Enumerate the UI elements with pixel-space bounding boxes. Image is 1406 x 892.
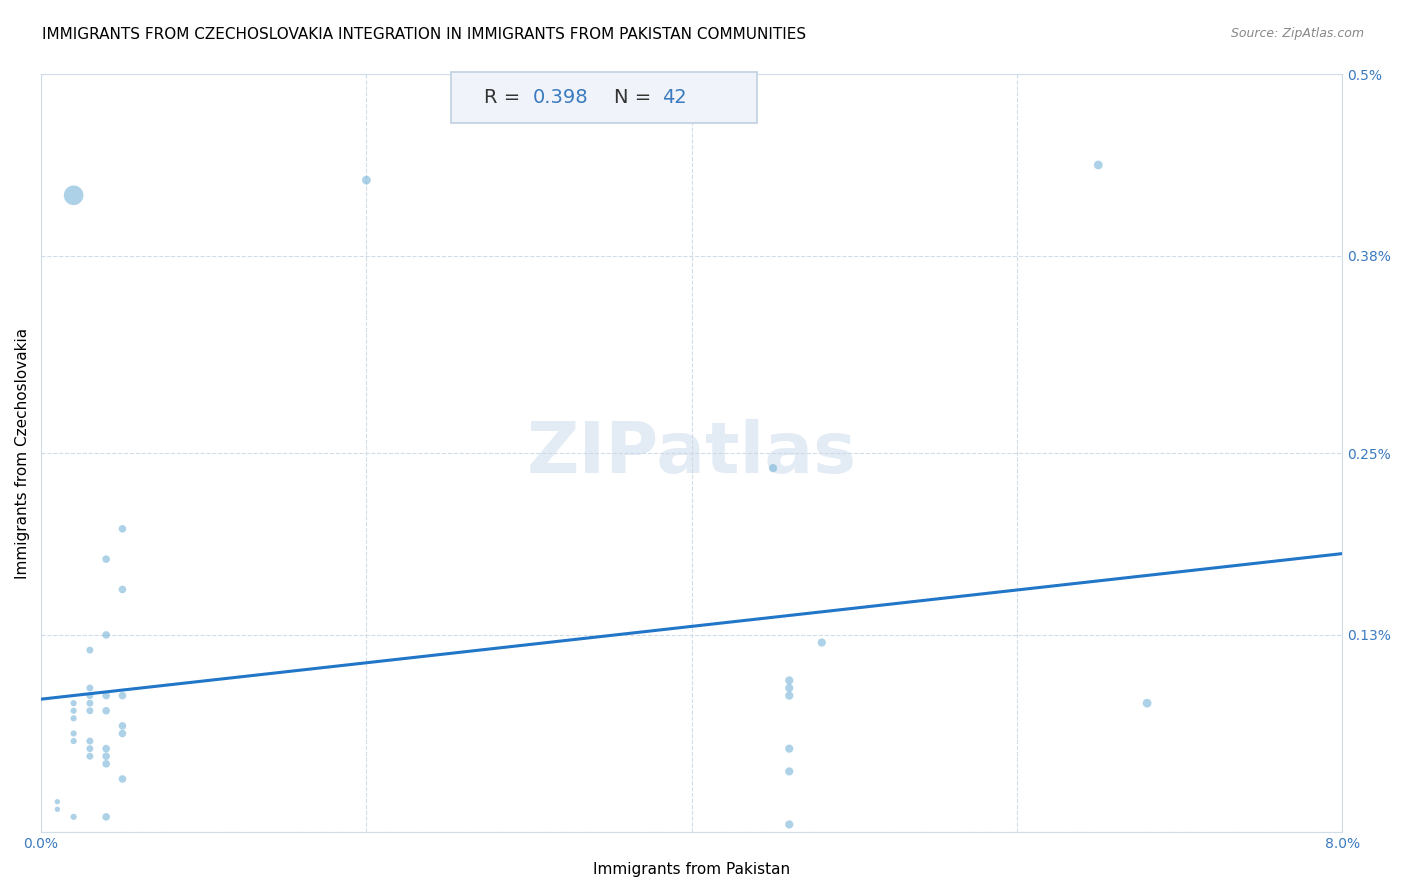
Point <box>1136 696 1159 710</box>
Y-axis label: Immigrants from Czechoslovakia: Immigrants from Czechoslovakia <box>15 327 30 579</box>
FancyBboxPatch shape <box>451 71 756 123</box>
Point <box>62 711 84 725</box>
Point <box>46 802 69 816</box>
Point <box>62 726 84 740</box>
Point <box>96 628 118 642</box>
Text: IMMIGRANTS FROM CZECHOSLOVAKIA INTEGRATION IN IMMIGRANTS FROM PAKISTAN COMMUNITI: IMMIGRANTS FROM CZECHOSLOVAKIA INTEGRATI… <box>42 27 806 42</box>
Text: 0.398: 0.398 <box>533 88 589 107</box>
Point <box>778 681 800 695</box>
Point <box>1087 158 1109 172</box>
Point <box>778 689 800 703</box>
Point <box>96 749 118 764</box>
Point <box>79 734 101 748</box>
Point <box>96 741 118 756</box>
Point <box>111 772 134 786</box>
Point <box>79 689 101 703</box>
Point <box>762 461 785 475</box>
Point <box>778 764 800 779</box>
Point <box>46 795 69 809</box>
Point <box>79 643 101 657</box>
Point <box>96 756 118 771</box>
X-axis label: Immigrants from Pakistan: Immigrants from Pakistan <box>593 862 790 877</box>
Point <box>62 810 84 824</box>
Point <box>62 734 84 748</box>
Point <box>62 704 84 718</box>
Point <box>778 817 800 831</box>
Point <box>810 635 832 649</box>
Point <box>111 522 134 536</box>
Point <box>79 749 101 764</box>
Point <box>778 673 800 688</box>
Text: R =: R = <box>484 88 526 107</box>
Point <box>111 719 134 733</box>
Point <box>111 582 134 597</box>
Text: Source: ZipAtlas.com: Source: ZipAtlas.com <box>1230 27 1364 40</box>
Point <box>96 689 118 703</box>
Point <box>79 704 101 718</box>
Point <box>96 704 118 718</box>
Text: 42: 42 <box>662 88 686 107</box>
Point <box>356 173 378 187</box>
Text: N =: N = <box>613 88 657 107</box>
Point <box>79 696 101 710</box>
Point <box>96 810 118 824</box>
Point <box>778 741 800 756</box>
Point <box>79 681 101 695</box>
Text: ZIPatlas: ZIPatlas <box>527 418 856 488</box>
Point <box>62 188 84 202</box>
Point <box>79 741 101 756</box>
Point <box>62 696 84 710</box>
Point <box>111 726 134 740</box>
Point <box>96 552 118 566</box>
Point <box>111 689 134 703</box>
